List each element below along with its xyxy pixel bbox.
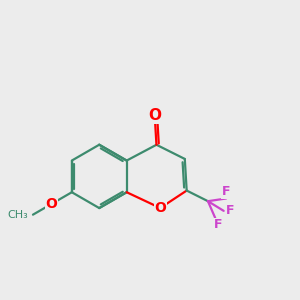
Text: O: O bbox=[45, 197, 57, 211]
Text: F: F bbox=[226, 204, 235, 218]
Text: CH₃: CH₃ bbox=[7, 210, 28, 220]
Text: O: O bbox=[154, 201, 166, 215]
Text: F: F bbox=[214, 218, 222, 231]
Text: F: F bbox=[222, 185, 230, 198]
Text: O: O bbox=[148, 108, 161, 123]
